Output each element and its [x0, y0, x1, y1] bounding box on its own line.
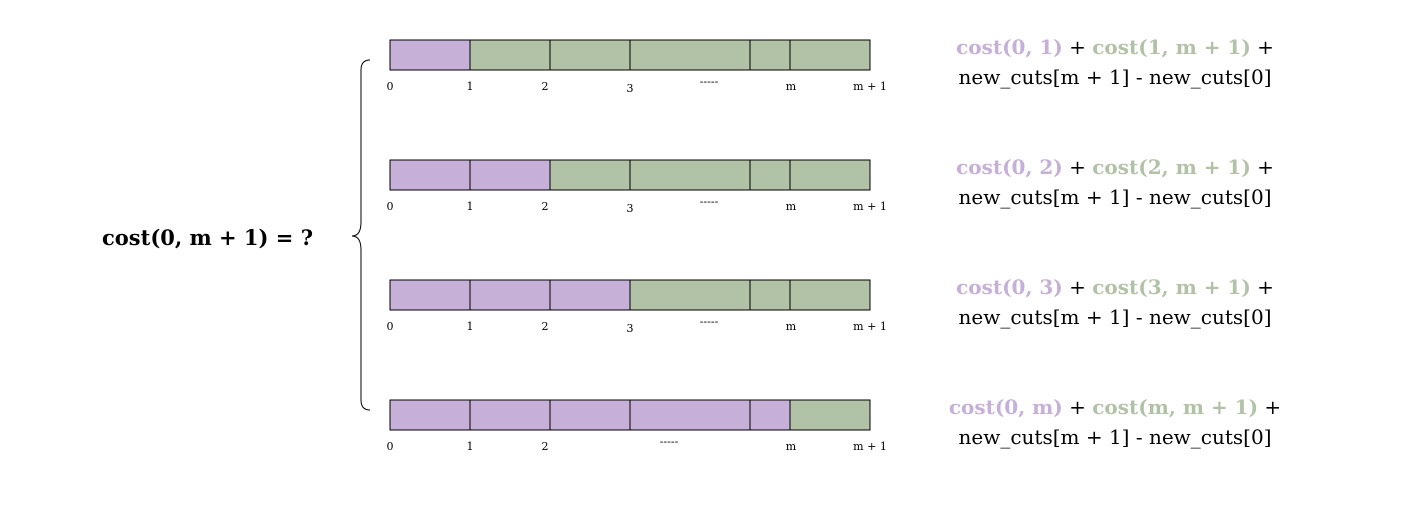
tick-label: m	[786, 80, 797, 93]
left-cost-term: cost(0, m)	[949, 395, 1063, 419]
left-segment-cell	[389, 279, 471, 311]
left-segment-cell	[469, 399, 551, 431]
tick-label: 3	[627, 82, 634, 95]
left-cost-term: cost(0, 2)	[956, 155, 1063, 179]
ellipsis-label: -----	[660, 435, 679, 448]
left-segment-cell	[549, 279, 631, 311]
plus-sign: +	[1063, 395, 1092, 419]
formula-line-2: new_cuts[m + 1] - new_cuts[0]	[958, 425, 1271, 449]
formula-line-1: cost(0, m) + cost(m, m + 1) +	[949, 395, 1281, 419]
left-segment-cell	[749, 399, 791, 431]
question-label: cost(0, m + 1) = ?	[102, 225, 313, 250]
ellipsis-label: -----	[700, 315, 719, 328]
bar-row: 0 1 2 3 ----- m m + 1 cost(0, 1) + cost(1, m + …	[387, 35, 1274, 95]
plus-sign: +	[1251, 275, 1274, 299]
tick-label: 0	[387, 440, 394, 453]
right-segment-cell	[749, 159, 791, 191]
left-segment-cell	[469, 279, 551, 311]
tick-label: m	[786, 320, 797, 333]
right-segment-cell	[549, 39, 631, 71]
right-segment-cell	[629, 39, 751, 71]
right-segment-cell	[749, 39, 791, 71]
tick-label: 2	[542, 200, 549, 213]
tick-label: m	[786, 440, 797, 453]
plus-sign: +	[1251, 155, 1274, 179]
tick-label: 3	[627, 322, 634, 335]
right-cost-term: cost(1, m + 1)	[1092, 35, 1251, 59]
tick-label: m	[786, 200, 797, 213]
right-cost-term: cost(m, m + 1)	[1092, 395, 1258, 419]
tick-label: 1	[467, 320, 474, 333]
right-cost-term: cost(3, m + 1)	[1092, 275, 1251, 299]
right-segment-cell	[789, 39, 871, 71]
left-cost-term: cost(0, 1)	[956, 35, 1063, 59]
left-segment-cell	[389, 159, 471, 191]
ellipsis-label: -----	[700, 195, 719, 208]
right-segment-cell	[749, 279, 791, 311]
formula-line-2: new_cuts[m + 1] - new_cuts[0]	[958, 305, 1271, 329]
formula-line-2: new_cuts[m + 1] - new_cuts[0]	[958, 185, 1271, 209]
right-segment-cell	[549, 159, 631, 191]
left-segment-cell	[389, 39, 471, 71]
right-cost-term: cost(2, m + 1)	[1092, 155, 1251, 179]
left-cost-term: cost(0, 3)	[956, 275, 1063, 299]
formula-line-1: cost(0, 3) + cost(3, m + 1) +	[956, 275, 1274, 299]
tick-label: 0	[387, 80, 394, 93]
formula-line-1: cost(0, 2) + cost(2, m + 1) +	[956, 155, 1274, 179]
tick-label: 0	[387, 320, 394, 333]
tick-label: m + 1	[853, 200, 887, 213]
tick-label: m + 1	[853, 440, 887, 453]
bar-row: 0 1 2 3 ----- m m + 1 cost(0, 2) + cost(2, m + …	[387, 155, 1274, 215]
bar-row: 0 1 2 ----- m m + 1 cost(0, m) + cost(m, m + 1…	[387, 395, 1282, 453]
left-brace	[351, 59, 371, 411]
bar-row: 0 1 2 3 ----- m m + 1 cost(0, 3) + cost(3, m + …	[387, 275, 1274, 335]
tick-label: m + 1	[853, 320, 887, 333]
right-segment-cell	[469, 39, 551, 71]
left-segment-cell	[629, 399, 751, 431]
plus-sign: +	[1063, 155, 1092, 179]
right-segment-cell	[789, 399, 871, 431]
left-segment-cell	[389, 399, 471, 431]
formula-line-1: cost(0, 1) + cost(1, m + 1) +	[956, 35, 1274, 59]
right-segment-cell	[789, 159, 871, 191]
ellipsis-label: -----	[700, 75, 719, 88]
right-segment-cell	[789, 279, 871, 311]
tick-label: 1	[467, 80, 474, 93]
tick-label: 3	[627, 202, 634, 215]
tick-label: 1	[467, 200, 474, 213]
tick-label: 1	[467, 440, 474, 453]
plus-sign: +	[1063, 275, 1092, 299]
left-segment-cell	[469, 159, 551, 191]
tick-label: 2	[542, 320, 549, 333]
left-segment-cell	[549, 399, 631, 431]
right-segment-cell	[629, 159, 751, 191]
right-segment-cell	[629, 279, 751, 311]
formula-line-2: new_cuts[m + 1] - new_cuts[0]	[958, 65, 1271, 89]
rows-group: 0 1 2 3 ----- m m + 1 cost(0, 1) + cost(1, m + …	[387, 35, 1282, 453]
plus-sign: +	[1063, 35, 1092, 59]
tick-label: 2	[542, 80, 549, 93]
plus-sign: +	[1258, 395, 1281, 419]
tick-label: m + 1	[853, 80, 887, 93]
plus-sign: +	[1251, 35, 1274, 59]
tick-label: 2	[542, 440, 549, 453]
tick-label: 0	[387, 200, 394, 213]
